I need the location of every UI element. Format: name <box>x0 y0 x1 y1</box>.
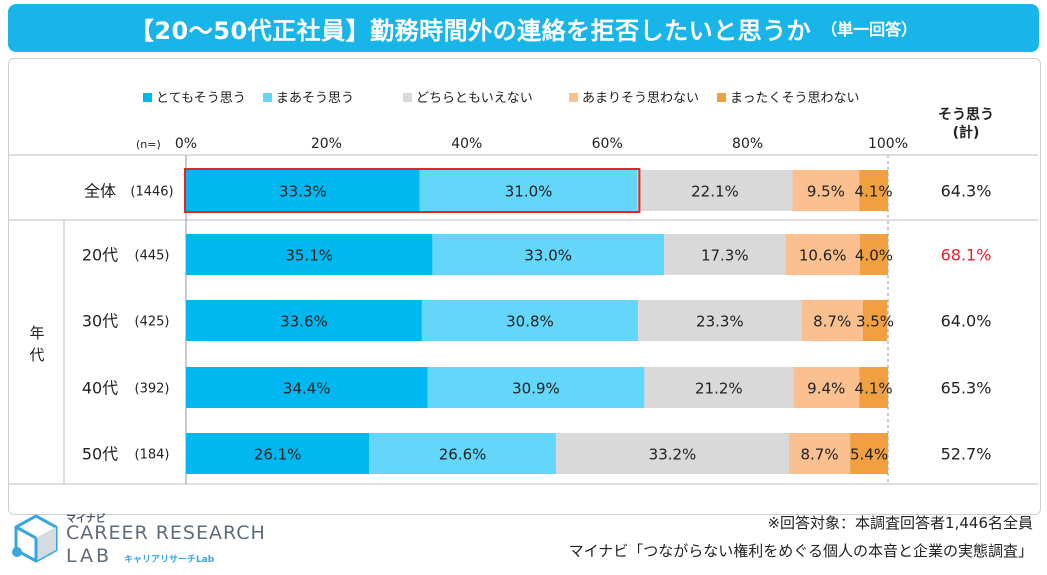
footnote-source: マイナビ「つながらない権利をめぐる個人の本音と企業の実態調査」 <box>568 542 1033 560</box>
row-n: (1446) <box>130 185 173 200</box>
bar-value-label: 5.4% <box>850 446 888 464</box>
row-total: 65.3% <box>941 379 992 398</box>
bar-value-label: 17.3% <box>701 247 749 265</box>
row-n: (392) <box>135 382 170 397</box>
bar-segment <box>186 170 420 211</box>
legend-swatch <box>569 93 578 102</box>
total-header-line1: そう思う <box>938 107 994 123</box>
career-research-lab-logo: マイナビ CAREER RESEARCH LAB キャリアリサーチLab <box>8 510 288 570</box>
x-tick-label: 40% <box>451 136 482 152</box>
row-n: (445) <box>135 249 170 264</box>
row-total: 68.1% <box>941 246 992 265</box>
bar-value-label: 3.5% <box>856 313 894 331</box>
bar-segment <box>555 433 790 474</box>
row-label: 全体 <box>84 182 116 201</box>
logo-brand: マイナビ <box>66 514 106 525</box>
bar-value-label: 34.4% <box>283 380 331 398</box>
legend-swatch <box>717 93 726 102</box>
legend-label: どちらともいえない <box>416 91 533 106</box>
footnote-respondents: ※回答対象：本調査回答者1,446名全員 <box>767 514 1033 532</box>
bar-segment <box>186 234 433 275</box>
bar-segment <box>859 170 888 211</box>
bar-value-label: 10.6% <box>799 247 847 265</box>
bar-segment <box>432 234 665 275</box>
legend-label: あまりそう思わない <box>582 91 699 106</box>
chart-subtitle: （単一回答） <box>821 20 918 39</box>
bar-value-label: 8.7% <box>813 313 851 331</box>
bar-value-label: 33.3% <box>279 183 327 201</box>
row-label: 50代 <box>82 445 118 464</box>
x-tick-label: 100% <box>868 136 908 152</box>
legend-label: まあそう思う <box>276 91 354 106</box>
row-total: 64.0% <box>941 312 992 331</box>
bar-segment <box>421 300 639 341</box>
highlight-box <box>184 168 641 213</box>
bar-segment <box>850 433 888 474</box>
n-header: (n=) <box>136 138 161 151</box>
bar-segment <box>859 367 888 408</box>
legend-label: まったくそう思わない <box>730 91 859 106</box>
chart-title: 【20～50代正社員】勤務時間外の連絡を拒否したいと思うか <box>129 16 812 45</box>
title-bar: 【20～50代正社員】勤務時間外の連絡を拒否したいと思うか （単一回答） <box>8 4 1039 52</box>
row-n: (184) <box>135 448 170 463</box>
row-label: 30代 <box>82 312 118 331</box>
bar-segment <box>369 433 556 474</box>
bar-segment <box>792 170 860 211</box>
bar-value-label: 31.0% <box>505 183 553 201</box>
bar-segment <box>186 433 370 474</box>
bar-value-label: 4.1% <box>855 380 893 398</box>
cube-logo-icon <box>12 514 58 563</box>
bar-value-label: 8.7% <box>801 446 839 464</box>
logo-name-line1: CAREER RESEARCH <box>66 522 266 544</box>
x-tick-label: 0% <box>175 136 197 152</box>
total-header-line2: (計) <box>953 124 980 141</box>
stacked-bar-chart: とてもそう思う まあそう思う どちらともいえない あまりそう思わない まったくそう思わな… <box>9 91 1038 485</box>
row-label: 40代 <box>82 379 118 398</box>
bar-segment <box>785 234 860 275</box>
bar-value-label: 30.8% <box>506 313 554 331</box>
bar-value-label: 4.1% <box>855 183 893 201</box>
bar-segment <box>638 300 802 341</box>
bar-value-label: 26.6% <box>439 446 487 464</box>
bar-segment <box>186 300 422 341</box>
bar-value-label: 30.9% <box>512 380 560 398</box>
legend-swatch <box>263 93 272 102</box>
bar-value-label: 21.2% <box>695 380 743 398</box>
row-total: 64.3% <box>941 182 992 201</box>
bar-segment <box>801 300 863 341</box>
legend-label: とてもそう思う <box>156 91 246 106</box>
row-total: 52.7% <box>941 445 992 464</box>
bar-value-label: 33.0% <box>524 247 572 265</box>
bar-segment <box>637 170 793 211</box>
bar-value-label: 22.1% <box>691 183 739 201</box>
x-tick-label: 20% <box>311 136 342 152</box>
bar-segment <box>859 234 888 275</box>
bar-value-label: 4.0% <box>855 247 893 265</box>
row-n: (425) <box>135 315 170 330</box>
bar-value-label: 9.5% <box>807 183 845 201</box>
row-label: 20代 <box>82 246 118 265</box>
bar-value-label: 33.6% <box>280 313 328 331</box>
bar-value-label: 26.1% <box>254 446 302 464</box>
logo-name-line2: LAB <box>66 545 113 567</box>
bar-segment <box>793 367 860 408</box>
legend-swatch <box>143 93 152 102</box>
group-label-char1: 年 <box>29 324 44 342</box>
legend-swatch <box>403 93 412 102</box>
logo-kana: キャリアリサーチLab <box>124 555 215 565</box>
bar-value-label: 33.2% <box>649 446 697 464</box>
bar-segment <box>644 367 794 408</box>
bar-segment <box>789 433 851 474</box>
group-label-char2: 代 <box>29 346 44 364</box>
bar-value-label: 23.3% <box>696 313 744 331</box>
x-tick-label: 60% <box>592 136 623 152</box>
bar-value-label: 9.4% <box>807 380 845 398</box>
x-tick-label: 80% <box>732 136 763 152</box>
bar-segment <box>664 234 786 275</box>
bar-segment <box>427 367 645 408</box>
bar-segment <box>419 170 638 211</box>
bar-segment <box>186 367 428 408</box>
bar-value-label: 35.1% <box>285 247 333 265</box>
bar-segment <box>862 300 888 341</box>
